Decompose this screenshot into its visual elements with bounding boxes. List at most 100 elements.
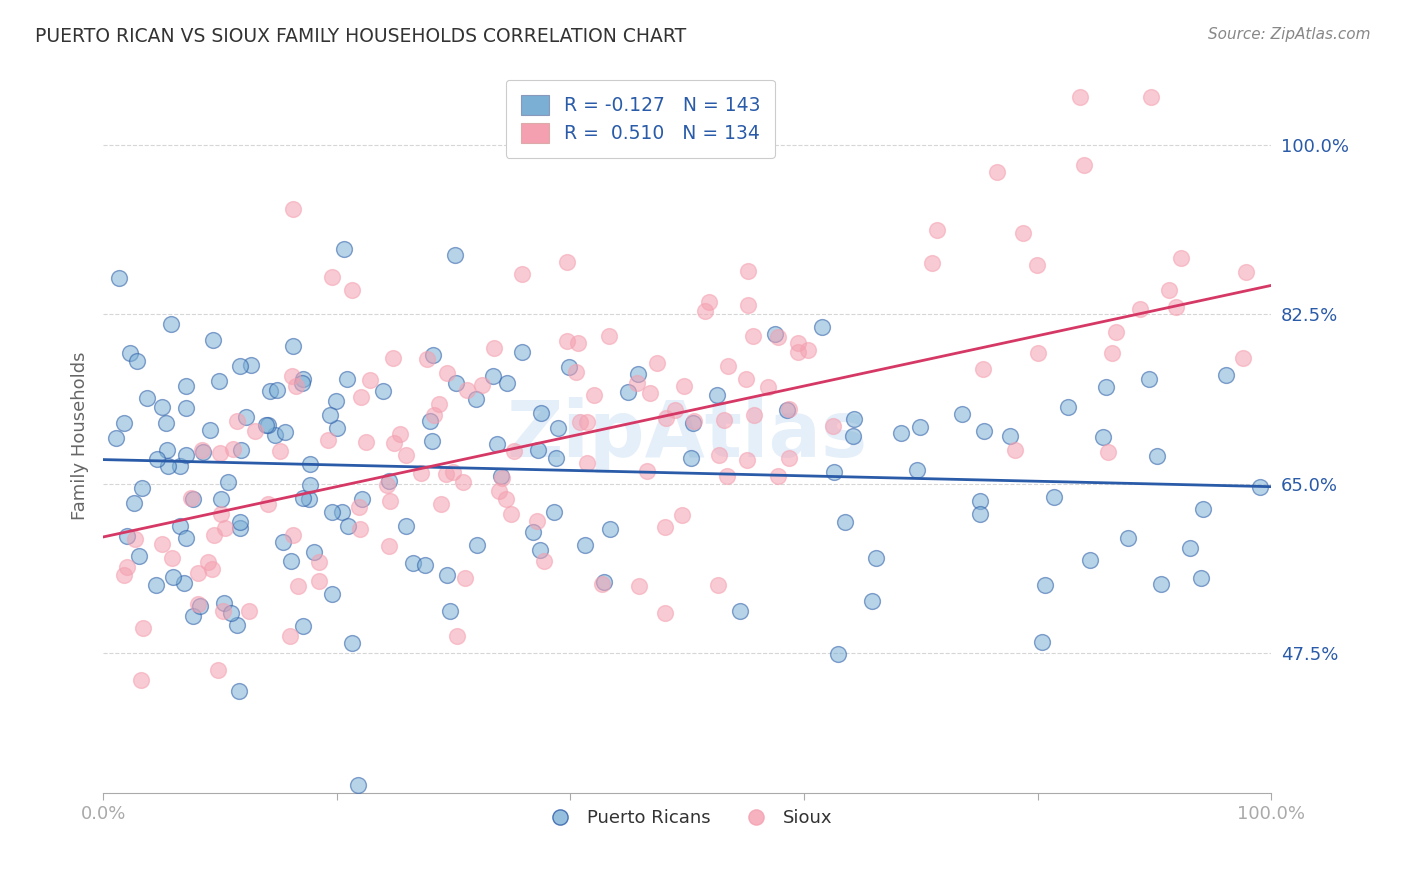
Point [308,555,330,569]
Point [1116,532,1139,546]
Point [742,408,765,422]
Point [526,514,548,528]
Point [131,621,153,635]
Point [766,469,789,483]
Point [231,443,253,458]
Point [998,429,1021,443]
Point [419,414,441,428]
Point [259,384,281,398]
Point [486,437,509,451]
Point [235,409,257,424]
Point [495,491,517,506]
Point [664,403,686,417]
Point [1028,345,1050,359]
Point [654,520,676,534]
Point [263,427,285,442]
Point [281,528,304,542]
Point [422,348,444,362]
Point [1004,442,1026,457]
Point [285,379,308,393]
Point [243,425,266,439]
Point [797,343,820,358]
Point [229,359,252,374]
Point [201,562,224,576]
Point [1180,541,1202,556]
Point [131,673,153,687]
Point [117,560,139,574]
Point [208,374,231,388]
Point [547,420,569,434]
Point [120,346,142,360]
Point [378,475,401,489]
Point [465,539,488,553]
Point [150,536,173,550]
Point [380,494,402,508]
Point [291,491,314,506]
Point [737,298,759,312]
Point [543,505,565,519]
Point [576,456,599,470]
Point [422,408,444,422]
Point [434,467,457,481]
Point [173,575,195,590]
Point [533,554,555,568]
Point [638,385,661,400]
Point [336,372,359,386]
Point [1189,570,1212,584]
Point [1101,346,1123,360]
Text: Source: ZipAtlas.com: Source: ZipAtlas.com [1208,27,1371,42]
Point [359,373,381,387]
Point [402,557,425,571]
Point [395,519,418,533]
Point [811,320,834,334]
Point [156,443,179,458]
Point [706,388,728,402]
Point [969,493,991,508]
Point [713,413,735,427]
Point [1236,265,1258,279]
Point [1146,449,1168,463]
Point [160,550,183,565]
Point [482,341,505,355]
Point [786,345,808,359]
Point [325,421,347,435]
Point [112,568,135,582]
Point [1105,325,1128,339]
Point [716,468,738,483]
Point [842,429,865,443]
Point [682,417,704,431]
Point [183,491,205,506]
Point [730,604,752,618]
Point [645,356,668,370]
Point [321,269,343,284]
Point [844,412,866,426]
Point [122,496,145,510]
Point [565,365,588,379]
Point [299,457,322,471]
Point [672,379,695,393]
Point [191,442,214,457]
Point [699,294,721,309]
Point [420,434,443,449]
Point [174,379,197,393]
Point [488,483,510,498]
Point [302,545,325,559]
Point [471,378,494,392]
Point [1073,158,1095,172]
Point [574,538,596,552]
Point [156,459,179,474]
Point [491,471,513,485]
Point [1094,380,1116,394]
Point [986,165,1008,179]
Point [890,425,912,440]
Point [342,636,364,650]
Point [411,467,433,481]
Point [429,497,451,511]
Point [221,442,243,457]
Point [336,519,359,533]
Point [654,606,676,620]
Point [388,426,411,441]
Y-axis label: Family Households: Family Households [72,351,89,520]
Point [219,606,242,620]
Point [169,519,191,533]
